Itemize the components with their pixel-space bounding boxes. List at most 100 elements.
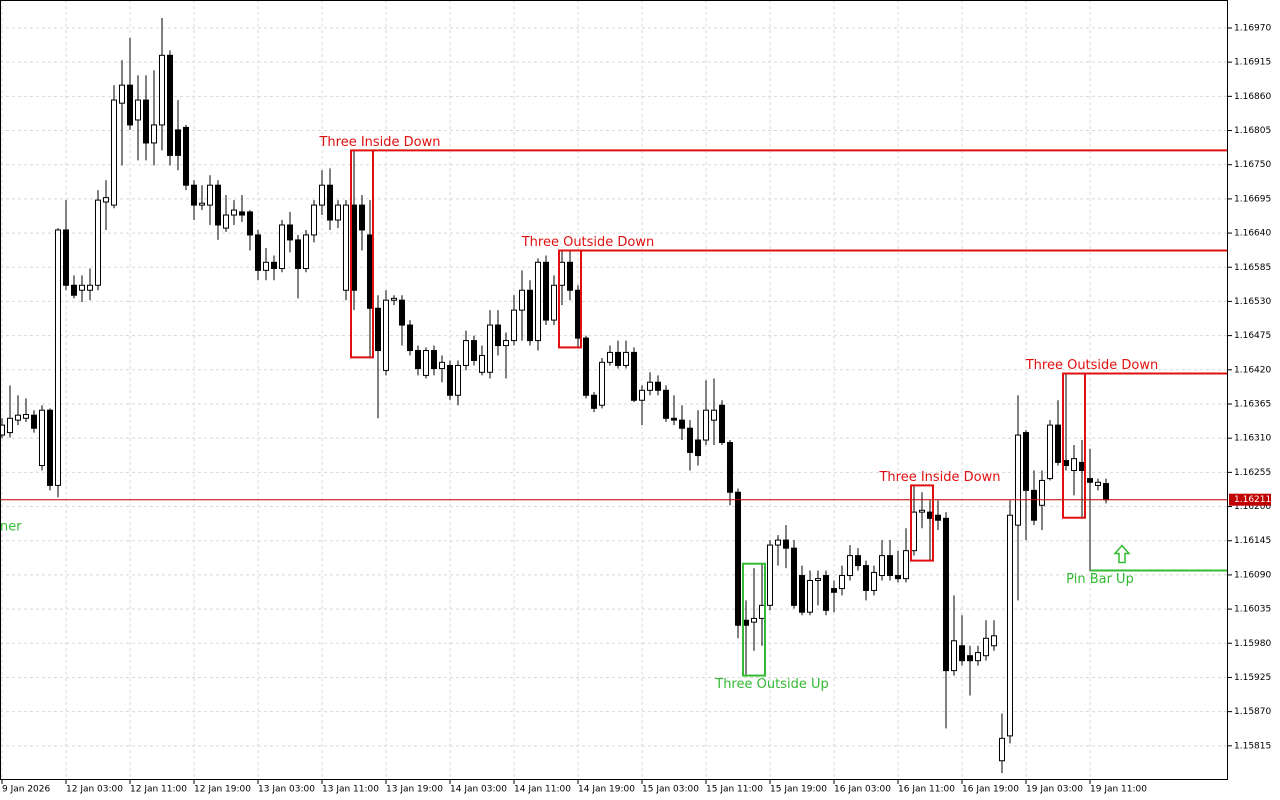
candle-body — [207, 184, 213, 206]
candle-body — [1063, 460, 1069, 467]
x-tick-label: 12 Jan 03:00 — [66, 785, 123, 795]
candle-body — [95, 199, 101, 286]
candle-body — [327, 184, 333, 221]
candle-body — [591, 394, 597, 409]
candle-body — [855, 555, 861, 567]
candle-body — [711, 409, 717, 421]
candle-body — [255, 234, 261, 271]
x-tick-label: 15 Jan 03:00 — [642, 785, 699, 795]
candle-body — [783, 539, 789, 549]
candle-body — [943, 517, 949, 672]
x-tick-label: 12 Jan 11:00 — [130, 785, 187, 795]
candle-body — [1095, 481, 1101, 486]
candle-body — [447, 364, 453, 396]
candle-body — [127, 84, 133, 126]
candle-body — [991, 635, 997, 647]
candle-body — [495, 324, 501, 347]
candle-body — [191, 184, 197, 206]
candle-body — [927, 511, 933, 519]
y-tick-label: 1.15980 — [1234, 639, 1271, 649]
candle-body — [359, 204, 365, 231]
x-tick-label: 19 Jan 03:00 — [1026, 785, 1083, 795]
candle-body — [639, 389, 645, 401]
candle-body — [647, 381, 653, 391]
candle-body — [687, 427, 693, 453]
y-tick-label: 1.15870 — [1234, 707, 1271, 717]
candle-body — [415, 350, 421, 370]
candle-body — [615, 351, 621, 366]
candle-body — [743, 619, 749, 626]
y-tick-label: 1.16310 — [1234, 434, 1271, 444]
candle-body — [87, 284, 93, 291]
candle-body — [279, 224, 285, 269]
candle-body — [575, 289, 581, 339]
candle-body — [767, 544, 773, 606]
pin-bar-arrow — [1113, 544, 1131, 564]
candle-body — [311, 204, 317, 236]
candle-body — [567, 261, 573, 291]
candle-body — [735, 491, 741, 626]
candle-body — [959, 645, 965, 662]
candle-body — [847, 555, 853, 577]
candle-body — [919, 509, 925, 513]
candle-body — [879, 555, 885, 577]
candle-body — [799, 575, 805, 613]
x-tick-label: 16 Jan 19:00 — [962, 785, 1019, 795]
candle-body — [71, 284, 77, 296]
candle-body — [1015, 434, 1021, 526]
candle-body — [223, 214, 229, 229]
candle-body — [287, 224, 293, 241]
pattern-box — [742, 562, 766, 677]
pattern-label: Three Inside Down — [878, 470, 1000, 485]
candle-body — [967, 655, 973, 662]
x-tick-label: 14 Jan 11:00 — [514, 785, 571, 795]
y-tick-label: 1.16475 — [1234, 331, 1271, 341]
candle-body — [1007, 514, 1013, 737]
candle-body — [815, 578, 821, 581]
candle-body — [623, 351, 629, 366]
x-tick-label: 13 Jan 11:00 — [322, 785, 379, 795]
candle-body — [231, 209, 237, 216]
last-price-box — [1229, 493, 1271, 506]
candle-body — [911, 511, 917, 552]
candle-body — [455, 364, 461, 396]
candle-body — [1055, 424, 1061, 463]
candle-body — [239, 211, 245, 216]
y-tick-label: 1.16695 — [1234, 194, 1271, 204]
y-tick-label: 1.16750 — [1234, 160, 1271, 170]
candle-body — [343, 204, 349, 291]
x-tick-label: 14 Jan 03:00 — [450, 785, 507, 795]
candle-body — [471, 340, 477, 361]
candle-body — [183, 126, 189, 186]
candle-body — [535, 261, 541, 342]
candle-body — [175, 129, 181, 156]
y-tick-label: 1.16200 — [1234, 502, 1271, 512]
x-tick-label: 9 Jan 2026 — [2, 785, 50, 795]
candle-body — [399, 299, 405, 326]
edge-label: ner — [0, 520, 22, 535]
y-tick-label: 1.15815 — [1234, 741, 1271, 751]
candle-body — [135, 99, 141, 121]
candle-body — [39, 409, 45, 467]
candle-body — [431, 350, 437, 370]
candle-body — [1087, 478, 1093, 483]
pattern-box — [350, 149, 374, 359]
candle-body — [1071, 458, 1077, 471]
candle-body — [543, 261, 549, 321]
candle-body — [487, 324, 493, 373]
candle-body — [79, 284, 85, 291]
candle-body — [679, 419, 685, 429]
y-tick-label: 1.15925 — [1234, 673, 1271, 683]
candle-body — [975, 652, 981, 662]
candle-body — [599, 361, 605, 406]
y-tick-label: 1.16640 — [1234, 229, 1271, 239]
candle-body — [655, 381, 661, 391]
candle-body — [103, 197, 109, 203]
candle-body — [719, 404, 725, 444]
x-tick-label: 13 Jan 19:00 — [386, 785, 443, 795]
candle-body — [559, 261, 565, 286]
pattern-label: Three Outside Down — [1025, 358, 1159, 373]
candle-body — [503, 340, 509, 347]
